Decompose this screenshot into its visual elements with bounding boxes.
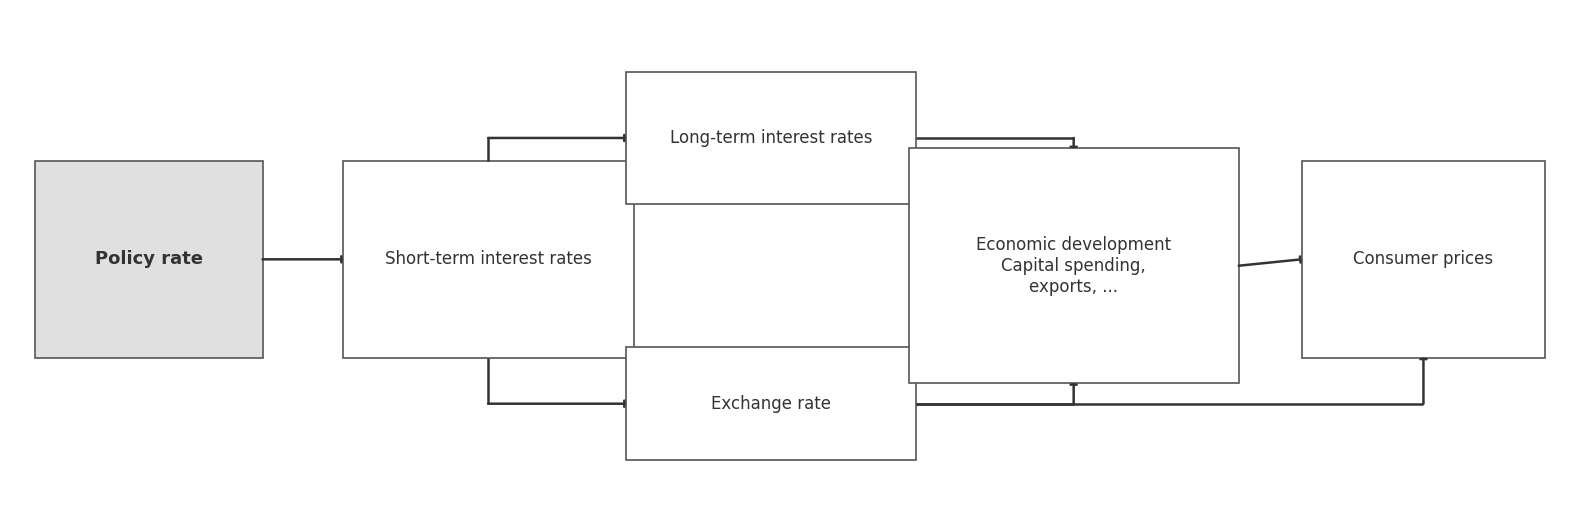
Bar xyxy=(626,347,916,460)
Text: Exchange rate: Exchange rate xyxy=(711,394,832,413)
Bar xyxy=(343,161,634,358)
Text: Economic development
Capital spending,
exports, ...: Economic development Capital spending, e… xyxy=(976,236,1171,295)
Text: Short-term interest rates: Short-term interest rates xyxy=(385,250,591,268)
Text: Consumer prices: Consumer prices xyxy=(1353,250,1493,268)
Text: Long-term interest rates: Long-term interest rates xyxy=(670,129,872,147)
Bar xyxy=(909,148,1239,383)
Bar xyxy=(35,161,263,358)
Bar xyxy=(1302,161,1545,358)
Text: Policy rate: Policy rate xyxy=(94,250,203,268)
Bar xyxy=(626,72,916,204)
